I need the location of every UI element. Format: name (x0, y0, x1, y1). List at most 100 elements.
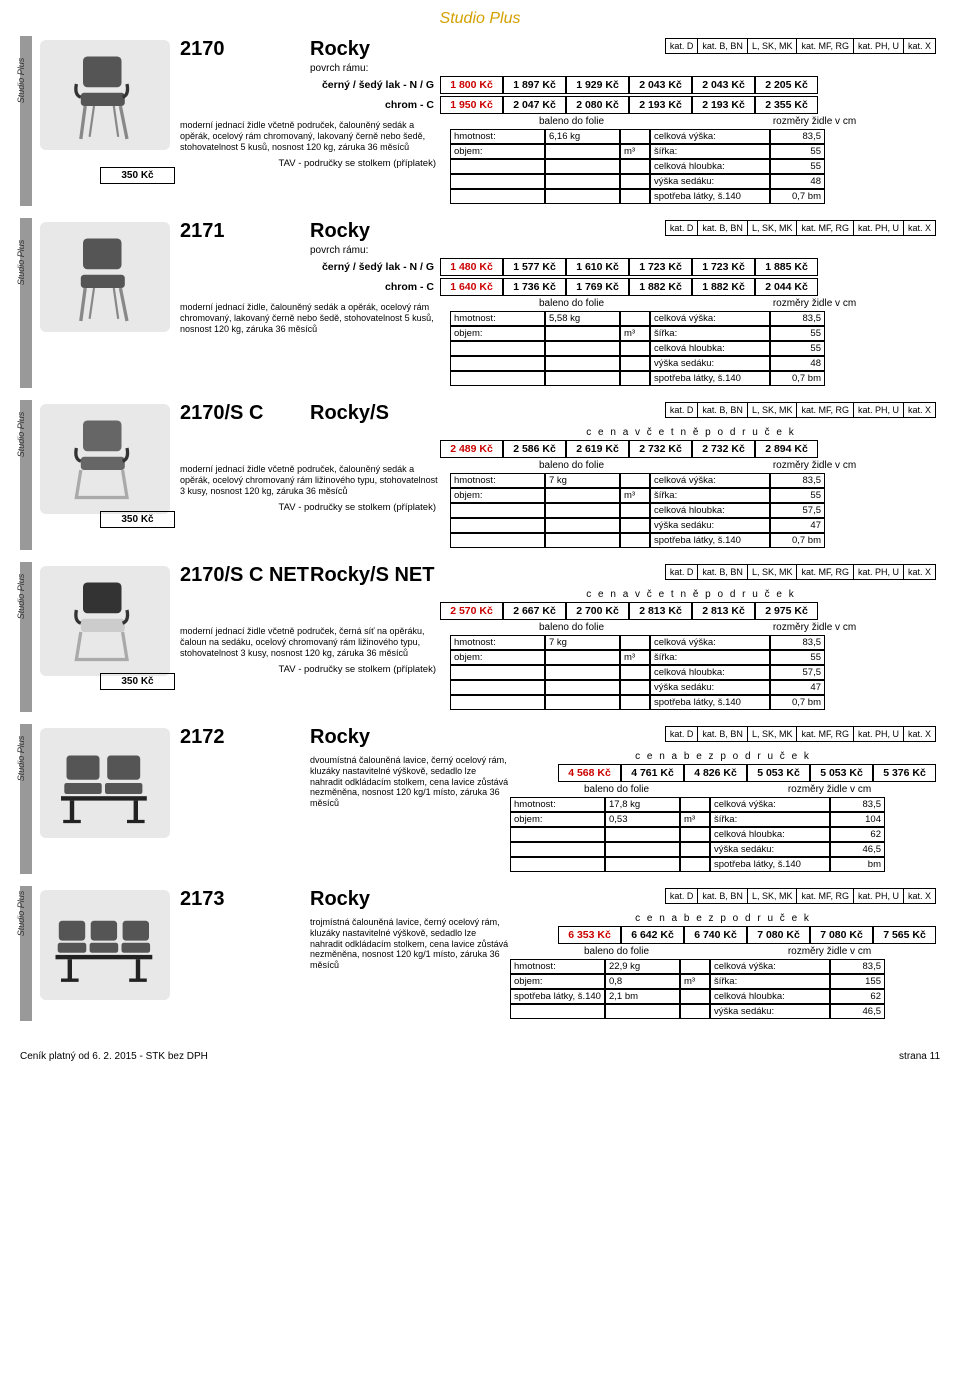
rozmery-label: rozměry židle v cm (693, 116, 936, 127)
product-desc: moderní jednací židle, čalouněný sedák a… (180, 302, 440, 334)
product-image (40, 404, 170, 514)
page-title: Studio Plus (20, 10, 940, 28)
cat-header: kat. X (903, 39, 935, 54)
spec-cell (620, 311, 650, 326)
spec-cell: objem: (450, 144, 545, 159)
spec-cell: 5,58 kg (545, 311, 620, 326)
product-code: 2170/S C NET (180, 564, 310, 587)
spec-cell (545, 189, 620, 204)
spec-cell (450, 680, 545, 695)
product-name: Rocky/S (310, 402, 665, 425)
spec-cell (545, 174, 620, 189)
spec-cell: 0,7 bm (770, 533, 825, 548)
spec-cell (620, 129, 650, 144)
spec-cell: spotřeba látky, š.140 (650, 371, 770, 386)
cat-header: kat. X (903, 403, 935, 418)
product-code: 2170/S C (180, 402, 310, 425)
cat-header: kat. B, BN (698, 221, 748, 236)
cat-header: L, SK, MK (747, 565, 797, 580)
spec-cell: m³ (680, 974, 710, 989)
spec-cell: celková výška: (650, 473, 770, 488)
tav-price: 350 Kč (100, 167, 175, 184)
price-cell: 7 080 Kč (810, 926, 873, 944)
cat-header: L, SK, MK (747, 889, 797, 904)
side-label: Studio Plus (16, 736, 26, 782)
product-block: Studio Plus2171Rockykat. Dkat. B, BNL, S… (20, 218, 940, 388)
cat-header: kat. MF, RG (797, 403, 854, 418)
spec-cell: 83,5 (770, 635, 825, 650)
spec-cell: 17,8 kg (605, 797, 680, 812)
product-image (40, 40, 170, 150)
price-cell: 1 723 Kč (692, 258, 755, 276)
cat-header: kat. D (665, 39, 698, 54)
baleno-label: baleno do folie (450, 116, 693, 127)
cat-header: kat. B, BN (698, 403, 748, 418)
price-cell: 2 667 Kč (503, 602, 566, 620)
price-cell: 4 826 Kč (684, 764, 747, 782)
category-table: kat. Dkat. B, BNL, SK, MKkat. MF, RGkat.… (665, 564, 936, 580)
price-cell: 6 642 Kč (621, 926, 684, 944)
spec-cell: šířka: (650, 144, 770, 159)
spec-cell (545, 341, 620, 356)
spec-cell (545, 371, 620, 386)
spec-cell: šířka: (710, 812, 830, 827)
footer-right: strana 11 (899, 1051, 940, 1062)
category-table: kat. Dkat. B, BNL, SK, MKkat. MF, RGkat.… (665, 220, 936, 236)
spec-cell: spotřeba látky, š.140 (650, 695, 770, 710)
cat-header: kat. D (665, 403, 698, 418)
price-cell: 2 570 Kč (440, 602, 503, 620)
cat-header: L, SK, MK (747, 39, 797, 54)
spec-cell: 6,16 kg (545, 129, 620, 144)
tav-price: 350 Kč (100, 511, 175, 528)
cat-header: L, SK, MK (747, 727, 797, 742)
spec-cell: 155 (830, 974, 885, 989)
spec-cell: 2,1 bm (605, 989, 680, 1004)
spec-cell: šířka: (650, 650, 770, 665)
spec-cell (545, 356, 620, 371)
product-image (40, 566, 170, 676)
spec-cell: výška sedáku: (650, 518, 770, 533)
spec-cell: celková hloubka: (650, 665, 770, 680)
spec-cell: 0,7 bm (770, 695, 825, 710)
spec-cell: 55 (770, 341, 825, 356)
cat-header: L, SK, MK (747, 221, 797, 236)
cat-header: kat. X (903, 221, 935, 236)
rozmery-label: rozměry židle v cm (693, 622, 936, 633)
price-cell: 2 700 Kč (566, 602, 629, 620)
spec-cell: 55 (770, 326, 825, 341)
spec-cell (545, 488, 620, 503)
spec-cell (620, 533, 650, 548)
spec-cell (545, 650, 620, 665)
price-cell: 1 640 Kč (440, 278, 503, 296)
spec-cell: m³ (620, 144, 650, 159)
spec-cell: hmotnost: (510, 959, 605, 974)
cat-header: kat. X (903, 727, 935, 742)
spec-cell: objem: (450, 650, 545, 665)
price-cell: 1 897 Kč (503, 76, 566, 94)
spec-cell (605, 1004, 680, 1019)
price-cell: 5 376 Kč (873, 764, 936, 782)
price-cell: 2 044 Kč (755, 278, 818, 296)
spec-cell: 83,5 (770, 473, 825, 488)
spec-cell (620, 503, 650, 518)
spec-cell: šířka: (650, 488, 770, 503)
product-desc: moderní jednací židle včetně područek, č… (180, 464, 440, 496)
spec-cell (680, 1004, 710, 1019)
price-cell: 1 736 Kč (503, 278, 566, 296)
price-cell: 2 813 Kč (692, 602, 755, 620)
spec-cell: výška sedáku: (650, 356, 770, 371)
spec-cell: spotřeba látky, š.140 (650, 533, 770, 548)
product-desc: trojmístná čalouněná lavice, černý ocelo… (310, 917, 510, 1015)
tav-price: 350 Kč (100, 673, 175, 690)
product-block: Studio Plus2172Rockykat. Dkat. B, BNL, S… (20, 724, 940, 874)
spec-cell (545, 533, 620, 548)
cat-header: kat. MF, RG (797, 889, 854, 904)
spec-cell: výška sedáku: (650, 680, 770, 695)
spec-cell: 83,5 (770, 311, 825, 326)
product-block: Studio Plus2170/S C NETRocky/S NETkat. D… (20, 562, 940, 712)
spec-cell: celková výška: (650, 635, 770, 650)
spec-cell: výška sedáku: (710, 1004, 830, 1019)
product-code: 2172 (180, 726, 310, 749)
price-cell: 1 723 Kč (629, 258, 692, 276)
spec-cell (545, 326, 620, 341)
